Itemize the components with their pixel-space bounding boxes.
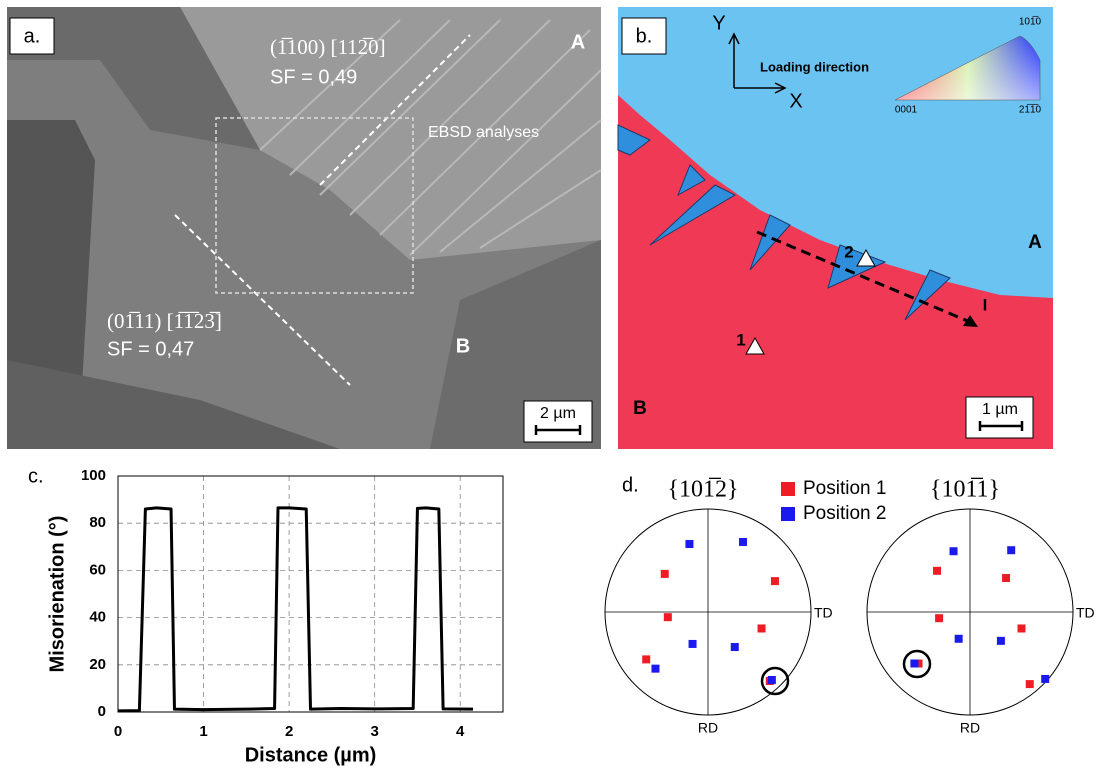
x-tick-label: 0 xyxy=(114,723,122,740)
legend-label: Position 1 xyxy=(803,478,886,499)
color-key-label: 21̅1̅0 xyxy=(1019,104,1042,116)
position-label: 2 xyxy=(844,242,853,261)
axis-label: X xyxy=(789,90,802,112)
pole-point xyxy=(1007,546,1015,554)
y-tick-label: 20 xyxy=(89,656,106,673)
figure: a. (1̅100) [112̅0] SF = 0,49 A EBSD anal… xyxy=(0,0,1105,768)
slip-system: (1̅100) [112̅0] xyxy=(270,35,386,59)
panel-d: d. Position 1 Position 2 {101̅2} TD RD {101̅1}… xyxy=(605,474,1095,735)
pole-point xyxy=(685,540,693,548)
pole-point xyxy=(955,635,963,643)
pole-point xyxy=(739,538,747,546)
axis-label: Y xyxy=(712,12,725,34)
pole-title: {101̅1} xyxy=(930,477,1000,503)
color-key-label: 0001 xyxy=(895,105,918,116)
pole-point xyxy=(758,624,766,632)
pole-title: {101̅2} xyxy=(667,477,738,503)
panel-a: a. (1̅100) [112̅0] SF = 0,49 A EBSD anal… xyxy=(7,7,601,449)
axis-label: TD xyxy=(1076,605,1095,621)
slip-system: (01̅11) [1̅1̅23̅] xyxy=(107,309,222,333)
x-axis-label: Distance (µm) xyxy=(245,744,377,766)
color-key-label: 101̅0 xyxy=(1019,16,1042,28)
schmid-factor: SF = 0,47 xyxy=(107,338,194,360)
y-tick-label: 0 xyxy=(98,703,106,720)
panel-b: 1 2 I A B b. Y X Loading direction 0001 … xyxy=(618,7,1053,449)
position-label: 1 xyxy=(736,330,745,349)
axis-label: RD xyxy=(698,720,718,736)
scale-bar-label: 2 µm xyxy=(540,405,576,422)
x-tick-label: 3 xyxy=(370,723,378,740)
panel-label: b. xyxy=(636,25,653,47)
pole-point xyxy=(651,665,659,673)
pole-point xyxy=(997,637,1005,645)
panel-label: d. xyxy=(622,474,639,496)
x-tick-label: 4 xyxy=(456,723,465,740)
scale-bar-label: 1 µm xyxy=(982,401,1018,418)
pole-point xyxy=(933,567,941,575)
grain-label: B xyxy=(456,335,470,357)
annotation: EBSD analyses xyxy=(428,124,539,141)
pole-point xyxy=(642,655,650,663)
panel-label: c. xyxy=(28,465,44,487)
pole-point xyxy=(689,640,697,648)
pole-point xyxy=(910,660,918,668)
y-axis-label: Misorienation (°) xyxy=(46,516,68,673)
pole-point xyxy=(768,676,776,684)
panel-label: a. xyxy=(24,25,41,47)
axis-label: RD xyxy=(960,720,980,736)
legend-swatch xyxy=(781,482,795,496)
legend-swatch xyxy=(781,507,795,521)
pole-point xyxy=(1018,624,1026,632)
y-tick-label: 100 xyxy=(81,467,106,484)
pole-point xyxy=(1041,675,1049,683)
axes-caption: Loading direction xyxy=(760,59,869,74)
pole-point xyxy=(1002,574,1010,582)
schmid-factor: SF = 0,49 xyxy=(270,66,357,88)
profile-end-label: I xyxy=(983,295,988,314)
pole-point xyxy=(661,570,669,578)
pole-point xyxy=(771,577,779,585)
y-tick-label: 40 xyxy=(89,609,106,626)
pole-point xyxy=(935,614,943,622)
axis-label: TD xyxy=(814,605,833,621)
pole-point xyxy=(950,547,958,555)
y-tick-label: 60 xyxy=(89,561,106,578)
data-line xyxy=(118,508,473,711)
x-tick-label: 1 xyxy=(199,723,207,740)
legend-label: Position 2 xyxy=(803,503,886,524)
pole-point xyxy=(731,643,739,651)
panel-c: c. 0 20 40 60 80 100 0 1 2 3 4 Distance (µm) Misorien… xyxy=(28,465,503,766)
grain-label: A xyxy=(1028,232,1042,253)
grain-label: A xyxy=(571,31,585,53)
pole-point xyxy=(664,613,672,621)
y-tick-label: 80 xyxy=(89,514,106,531)
pole-point xyxy=(1026,680,1034,688)
grain-label: B xyxy=(633,398,647,419)
x-tick-label: 2 xyxy=(285,723,293,740)
